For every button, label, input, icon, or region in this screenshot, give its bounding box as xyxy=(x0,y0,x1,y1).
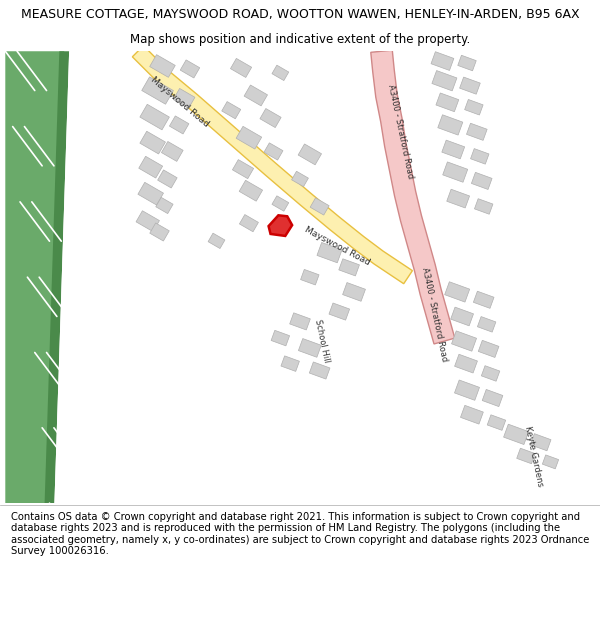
Polygon shape xyxy=(472,173,492,189)
Polygon shape xyxy=(447,189,470,208)
Polygon shape xyxy=(487,415,506,431)
Polygon shape xyxy=(290,313,310,330)
Polygon shape xyxy=(161,141,183,161)
Polygon shape xyxy=(298,339,321,357)
Polygon shape xyxy=(173,89,195,108)
Polygon shape xyxy=(222,102,241,119)
Text: Map shows position and indicative extent of the property.: Map shows position and indicative extent… xyxy=(130,33,470,46)
Polygon shape xyxy=(264,143,283,160)
Polygon shape xyxy=(136,211,160,232)
Polygon shape xyxy=(260,109,281,127)
Polygon shape xyxy=(139,156,163,178)
Polygon shape xyxy=(272,196,289,211)
Polygon shape xyxy=(5,51,64,503)
Polygon shape xyxy=(475,199,493,214)
Polygon shape xyxy=(452,331,476,351)
Polygon shape xyxy=(473,291,494,308)
Text: A3400 - Stratford Road: A3400 - Stratford Road xyxy=(386,84,415,180)
Polygon shape xyxy=(436,93,459,112)
Polygon shape xyxy=(44,51,69,503)
Polygon shape xyxy=(530,434,551,451)
Polygon shape xyxy=(208,233,225,249)
Polygon shape xyxy=(140,131,166,154)
Polygon shape xyxy=(481,366,500,381)
Polygon shape xyxy=(478,341,499,357)
Polygon shape xyxy=(244,85,268,106)
Polygon shape xyxy=(149,54,175,78)
Polygon shape xyxy=(158,170,177,188)
Polygon shape xyxy=(371,50,455,344)
Polygon shape xyxy=(133,46,412,284)
Polygon shape xyxy=(431,52,454,71)
Text: Keyte Ga⁠rdens: Keyte Ga⁠rdens xyxy=(523,425,545,487)
Polygon shape xyxy=(466,123,487,141)
Polygon shape xyxy=(438,115,463,135)
Text: Contains OS data © Crown copyright and database right 2021. This information is : Contains OS data © Crown copyright and d… xyxy=(11,512,589,556)
Polygon shape xyxy=(455,354,478,373)
Polygon shape xyxy=(503,424,529,444)
Polygon shape xyxy=(445,282,470,302)
Polygon shape xyxy=(458,55,476,71)
Polygon shape xyxy=(460,77,480,94)
Polygon shape xyxy=(169,116,189,134)
Polygon shape xyxy=(138,182,163,205)
Text: Mayswood Road: Mayswood Road xyxy=(149,76,211,129)
Polygon shape xyxy=(329,303,350,320)
Polygon shape xyxy=(239,214,259,232)
Polygon shape xyxy=(55,51,79,503)
Polygon shape xyxy=(317,242,342,262)
Text: Mayswood Road: Mayswood Road xyxy=(303,224,371,267)
Polygon shape xyxy=(142,77,173,104)
Polygon shape xyxy=(482,389,503,407)
Polygon shape xyxy=(310,198,329,215)
Polygon shape xyxy=(269,215,292,236)
Text: School Hill: School Hill xyxy=(313,319,331,364)
Polygon shape xyxy=(470,149,489,164)
Polygon shape xyxy=(156,198,173,214)
Text: MEASURE COTTAGE, MAYSWOOD ROAD, WOOTTON WAWEN, HENLEY-IN-ARDEN, B95 6AX: MEASURE COTTAGE, MAYSWOOD ROAD, WOOTTON … xyxy=(20,8,580,21)
Polygon shape xyxy=(292,171,308,187)
Polygon shape xyxy=(232,159,254,179)
Polygon shape xyxy=(310,362,330,379)
Polygon shape xyxy=(443,162,468,182)
Polygon shape xyxy=(542,455,559,469)
Polygon shape xyxy=(517,448,535,464)
Polygon shape xyxy=(239,180,263,201)
Polygon shape xyxy=(180,60,200,78)
Polygon shape xyxy=(460,406,484,424)
Polygon shape xyxy=(272,65,289,81)
Polygon shape xyxy=(343,282,365,301)
Polygon shape xyxy=(230,58,251,78)
Polygon shape xyxy=(140,104,169,130)
Polygon shape xyxy=(442,140,464,159)
Polygon shape xyxy=(298,144,322,165)
Polygon shape xyxy=(271,331,290,346)
Polygon shape xyxy=(150,223,169,241)
Polygon shape xyxy=(451,307,473,326)
Polygon shape xyxy=(281,356,299,371)
Polygon shape xyxy=(464,99,483,115)
Polygon shape xyxy=(478,317,496,332)
Polygon shape xyxy=(301,269,319,285)
Polygon shape xyxy=(432,71,457,91)
Polygon shape xyxy=(236,126,262,149)
Polygon shape xyxy=(454,380,479,401)
Text: A3400 - Stratford Road: A3400 - Stratford Road xyxy=(420,267,449,362)
Polygon shape xyxy=(339,259,359,276)
